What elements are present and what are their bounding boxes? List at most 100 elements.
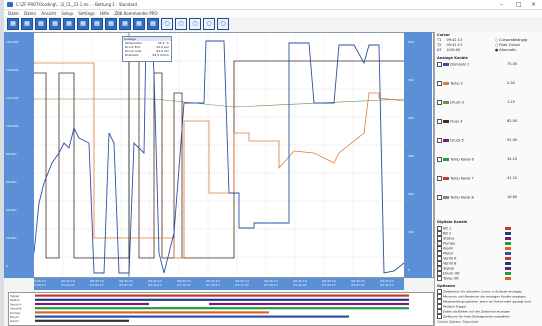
signal-checkbox[interactable] bbox=[437, 138, 442, 143]
digital-name: Bit 2 bbox=[443, 231, 452, 236]
digital-name: Pumpe bbox=[443, 241, 456, 246]
option-checkbox[interactable] bbox=[437, 314, 442, 319]
analog-signal-row[interactable]: Temp Kanal 8 18.80 bbox=[437, 195, 539, 200]
option-checkbox-row[interactable]: Multiple Trigger bbox=[437, 304, 541, 309]
digital-checkbox[interactable] bbox=[437, 276, 442, 281]
digital-signal-row[interactable]: Bit 1 bbox=[437, 226, 537, 231]
digital-signal-row[interactable]: Bit 2 bbox=[437, 231, 537, 236]
y2-tick-label: 100 bbox=[408, 230, 414, 234]
maximize-button[interactable]: □ bbox=[516, 1, 522, 8]
digital-signal-row[interactable]: Ventil B bbox=[437, 261, 537, 266]
signal-value: 41.20 bbox=[507, 176, 518, 180]
option-checkbox-row[interactable]: Minimum und Maximum der analogen Kanäle … bbox=[437, 294, 541, 299]
option-checkbox-row[interactable]: Zeitbereich für aktuellen Cursor in Echt… bbox=[437, 289, 541, 294]
menu-ansicht[interactable]: Ansicht bbox=[41, 11, 57, 16]
menu-zbk[interactable]: ZBK Kommander PRO bbox=[114, 11, 158, 16]
cursor-mode-radio[interactable]: ○ Fixer Cursor bbox=[495, 43, 521, 47]
digital-name: Motor bbox=[443, 251, 454, 256]
option-label: Zeitkursor für freie Zeitsegmente auswäh… bbox=[442, 314, 511, 319]
signal-checkbox[interactable] bbox=[437, 176, 442, 181]
analog-signal-row[interactable]: Drehzahl 1 75.00 bbox=[437, 62, 539, 67]
series-line-dark bbox=[34, 60, 404, 259]
digital-strip-area[interactable]: Signal Status Ventil A Ventil B Pumpe Druck Al… bbox=[8, 292, 434, 326]
digital-signal-row[interactable]: Signal bbox=[437, 266, 537, 271]
signal-checkbox[interactable] bbox=[437, 157, 442, 162]
signal-color-swatch bbox=[443, 139, 450, 142]
x-tick-label: 09:41:13 01:17:47 bbox=[235, 279, 249, 287]
signal-color-swatch bbox=[443, 120, 450, 123]
strip-label: Ventil B bbox=[10, 307, 21, 311]
digital-color-swatch bbox=[505, 232, 511, 235]
ring-icon[interactable]: ○ bbox=[189, 18, 201, 30]
x-tick-label: 09:41:13 01:02:47 bbox=[61, 279, 75, 287]
y-tick-label: 120,000 bbox=[6, 96, 19, 100]
cursor-mode-radio[interactable]: ○ Cursorabhängig bbox=[495, 38, 528, 42]
ring-icon[interactable]: ○ bbox=[203, 18, 215, 30]
grid-icon[interactable]: ▦ bbox=[7, 18, 19, 30]
value-popup[interactable]: Anzeige Temperatur 34.1 °C Druck Einl. 92.… bbox=[122, 36, 172, 62]
menu-datei[interactable]: Datei bbox=[8, 11, 19, 16]
measure-icon[interactable]: ▦ bbox=[77, 18, 89, 30]
analog-signal-row[interactable]: Druck 3 1.25 bbox=[437, 100, 539, 105]
minimize-button[interactable]: – bbox=[500, 1, 503, 8]
digital-signal-row[interactable]: Druck OK bbox=[437, 271, 537, 276]
marker-icon[interactable]: ▦ bbox=[91, 18, 103, 30]
ring-icon[interactable]: ○ bbox=[217, 18, 229, 30]
strip-label: Druck bbox=[10, 315, 19, 319]
popup-header: Anzeige bbox=[123, 37, 171, 41]
zoom-icon[interactable]: ▦ bbox=[49, 18, 61, 30]
analog-signal-row[interactable]: Druck 5 92.00 bbox=[437, 138, 539, 143]
analog-section-title: Analoge Kanäle bbox=[437, 56, 468, 60]
cursor-mode-radio[interactable]: ● Alternativ bbox=[495, 48, 517, 52]
option-checkbox-row[interactable]: Messkanäle gruppieren, wenn ein Kanal me… bbox=[437, 299, 541, 304]
analog-signal-row[interactable]: Temp Kanal 7 41.20 bbox=[437, 176, 539, 181]
cursor-section-title: Cursor bbox=[437, 33, 451, 37]
analog-signal-row[interactable]: Temp Kanal 6 34.10 bbox=[437, 157, 539, 162]
digital-name: Druck OK bbox=[443, 271, 460, 276]
option-checkbox-row[interactable]: Zeitkursor für freie Zeitsegmente auswäh… bbox=[437, 314, 541, 319]
signal-name: Temp Kanal 6 bbox=[450, 157, 474, 162]
digital-color-swatch bbox=[505, 272, 511, 275]
close-button[interactable]: × bbox=[531, 1, 537, 8]
option-checkbox-row[interactable]: Daten als Balken auf der Zeitachse anzei… bbox=[437, 309, 541, 314]
save-icon[interactable]: ▦ bbox=[21, 18, 33, 30]
menu-daten[interactable]: Daten bbox=[23, 11, 37, 16]
signal-checkbox[interactable] bbox=[437, 100, 442, 105]
ring-icon[interactable]: ○ bbox=[161, 18, 173, 30]
options-section-title: Optionen bbox=[437, 284, 456, 288]
x-tick-label: 09:41:13 01:10:17 bbox=[148, 279, 162, 287]
digital-signal-row[interactable]: Pumpe bbox=[437, 241, 537, 246]
digital-signal-row[interactable]: Status bbox=[437, 236, 537, 241]
digital-signal-row[interactable]: Alarm bbox=[437, 246, 537, 251]
chart-area[interactable] bbox=[8, 32, 434, 278]
layout-icon[interactable]: ▦ bbox=[133, 18, 145, 30]
menu-settings[interactable]: Settings bbox=[78, 11, 95, 16]
ring-icon[interactable]: ○ bbox=[175, 18, 187, 30]
signal-color-swatch bbox=[443, 196, 450, 199]
print-icon[interactable]: ▦ bbox=[105, 18, 117, 30]
analog-signal-row[interactable]: Temp 2 2.30 bbox=[437, 81, 539, 86]
settings-icon[interactable]: ▦ bbox=[147, 18, 159, 30]
cursor-icon[interactable]: ▦ bbox=[63, 18, 75, 30]
cursor-row: T2 09:41:13 bbox=[437, 43, 463, 47]
strip-label: Alarm bbox=[10, 319, 19, 323]
export-icon[interactable]: ▦ bbox=[119, 18, 131, 30]
menu-setup[interactable]: Setup bbox=[61, 11, 74, 16]
digital-signal-row[interactable]: Motor bbox=[437, 251, 537, 256]
chart-svg[interactable] bbox=[34, 33, 404, 277]
signal-checkbox[interactable] bbox=[437, 81, 442, 86]
analog-signal-row[interactable]: Fluss 4 62.00 bbox=[437, 119, 539, 124]
digital-signal-row[interactable]: Temp OK bbox=[437, 276, 537, 281]
digital-signal-row[interactable]: Ventil A bbox=[437, 256, 537, 261]
title-bar: C:\ZF-PROTOcoding\...\2_CL_23.1.mi.. - B… bbox=[4, 0, 542, 10]
signal-checkbox[interactable] bbox=[437, 119, 442, 124]
cursor-row: ΔT 0:00:00 bbox=[437, 48, 461, 52]
menu-hilfe[interactable]: Hilfe bbox=[100, 11, 110, 16]
chart-icon[interactable]: ▦ bbox=[35, 18, 47, 30]
signal-value: 92.00 bbox=[507, 138, 518, 142]
x-tick-label: 09:41:13 01:07:47 bbox=[119, 279, 133, 287]
signal-checkbox[interactable] bbox=[437, 62, 442, 67]
signal-checkbox[interactable] bbox=[437, 195, 442, 200]
strip-bar bbox=[35, 311, 269, 314]
right-y-axis: 600 500 400 300 200 100 0 bbox=[404, 32, 432, 278]
